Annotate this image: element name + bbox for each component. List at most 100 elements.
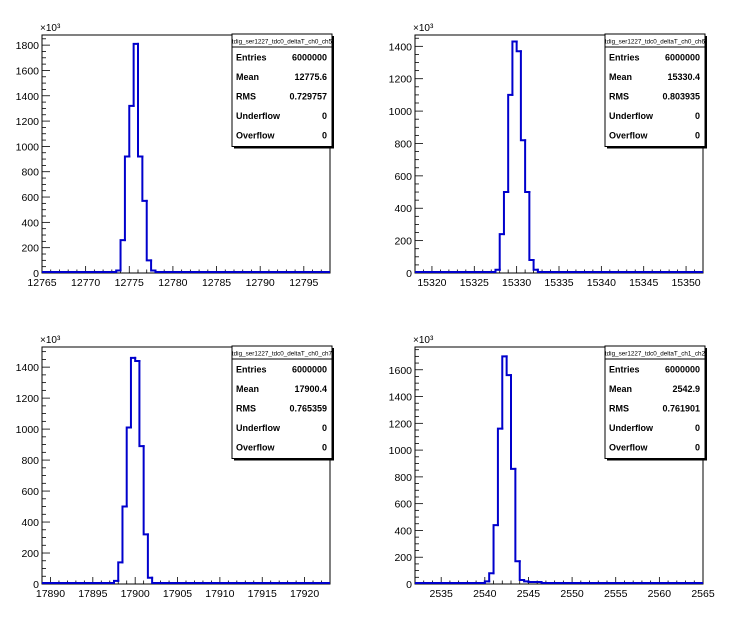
- stats-row-label: Mean: [236, 384, 259, 394]
- y-tick-label: 800: [394, 138, 412, 150]
- histogram-bin: [132, 42, 139, 107]
- x-tick-label: 2560: [648, 588, 672, 600]
- histogram-series: [415, 40, 703, 273]
- stats-row-value: 0: [695, 442, 700, 452]
- y-tick-label: 1200: [389, 74, 413, 86]
- x-tick-label: 15345: [629, 277, 658, 289]
- y-tick-label: 1400: [389, 41, 413, 53]
- histogram-series: [415, 355, 703, 584]
- y-tick-label: 400: [21, 217, 39, 229]
- histogram-bin: [511, 40, 518, 96]
- stats-row-value: 0: [322, 423, 327, 433]
- x-tick-label: 15335: [544, 277, 573, 289]
- x-tick-label: 15320: [417, 277, 446, 289]
- histogram-bin: [528, 191, 535, 262]
- histogram-bin: [507, 93, 514, 194]
- y-tick-label: 200: [21, 243, 39, 255]
- stats-row-label: Underflow: [609, 423, 654, 433]
- y-tick-label: 400: [394, 525, 412, 537]
- histogram-bin: [115, 269, 122, 273]
- histogram-bin: [145, 199, 153, 262]
- x-tick-label: 2540: [473, 588, 497, 600]
- y-tick-label: 400: [394, 203, 412, 215]
- x-tick-label: 12770: [71, 277, 100, 289]
- y-tick-label: 800: [21, 167, 39, 179]
- x-tick-label: 12765: [27, 277, 56, 289]
- stats-row-label: Underflow: [236, 111, 281, 121]
- stats-title: tdig_ser1227_tdc0_deltaT_ch0_ch7: [232, 351, 333, 358]
- stats-row-value: 6000000: [292, 364, 327, 374]
- y-tick-label: 1200: [389, 418, 413, 430]
- histogram-bin: [532, 259, 539, 271]
- y-tick-label: 1000: [389, 445, 413, 457]
- histogram-bin: [518, 560, 526, 581]
- y-tick-label: 600: [21, 486, 39, 498]
- stats-title: tdig_ser1227_tdc0_deltaT_ch1_ch2: [605, 351, 706, 358]
- x-tick-label: 17900: [121, 588, 150, 600]
- histogram-bin: [496, 427, 504, 527]
- x-tick-label: 2535: [430, 588, 454, 600]
- x-tick-label: 2550: [560, 588, 584, 600]
- x-tick-label: 12785: [202, 277, 231, 289]
- stats-row-label: Mean: [609, 384, 632, 394]
- histogram-bin: [117, 561, 124, 582]
- stats-row-value: 0.765359: [289, 403, 327, 413]
- histogram-bin: [515, 40, 522, 53]
- x-tick-label: 2565: [691, 588, 715, 600]
- stats-row-value: 17900.4: [294, 384, 327, 394]
- stats-row-label: RMS: [609, 91, 629, 101]
- histogram-bin: [488, 572, 495, 583]
- y-tick-label: 1400: [16, 362, 40, 374]
- y-exponent-label: ×10³: [40, 23, 61, 34]
- y-tick-label: 200: [21, 548, 39, 560]
- stats-row-label: Overflow: [609, 442, 649, 452]
- y-tick-label: 200: [394, 236, 412, 248]
- x-tick-label: 17915: [248, 588, 277, 600]
- histogram-bin: [137, 42, 144, 158]
- stats-box-frame: [604, 345, 706, 459]
- histogram-baseline: [540, 580, 703, 584]
- stats-row-value: 15330.4: [667, 72, 700, 82]
- y-exponent-label: ×10³: [40, 335, 61, 346]
- y-exponent-label: ×10³: [413, 335, 434, 346]
- stats-row-value: 2542.9: [672, 384, 700, 394]
- histogram-bin: [142, 445, 149, 536]
- histogram-bin: [502, 191, 510, 236]
- stats-box-frame: [604, 33, 706, 147]
- y-tick-label: 1400: [16, 91, 40, 103]
- histogram-bin: [527, 580, 543, 583]
- stats-box-frame: [231, 33, 333, 147]
- y-tick-label: 1600: [16, 65, 40, 77]
- x-tick-label: 17910: [205, 588, 234, 600]
- x-tick-label: 12780: [158, 277, 187, 289]
- histogram-bin: [494, 268, 501, 273]
- x-tick-label: 12775: [115, 277, 144, 289]
- stats-row-label: Overflow: [609, 130, 649, 140]
- histogram-baseline: [154, 269, 330, 273]
- stats-row-label: Overflow: [236, 442, 276, 452]
- stats-row-value: 0.803935: [662, 91, 700, 101]
- y-tick-label: 600: [394, 171, 412, 183]
- x-tick-label: 15350: [671, 277, 700, 289]
- histogram-pad-1: 12765 12770 12775 12780 12785 12790 12795 0 200 4…: [16, 23, 334, 289]
- histogram-bin: [123, 155, 131, 242]
- x-tick-label: 2545: [517, 588, 541, 600]
- y-tick-label: 1000: [16, 141, 40, 153]
- histogram-series: [42, 356, 330, 584]
- y-tick-label: 1800: [16, 40, 40, 52]
- histogram-pad-4: 2535 2540 2545 2550 2555 2560 2565 0 200 400 600 80…: [389, 335, 715, 600]
- histogram-bin: [510, 374, 517, 470]
- stats-row-value: 0: [322, 130, 327, 140]
- y-tick-label: 0: [406, 268, 412, 280]
- y-tick-label: 600: [21, 192, 39, 204]
- histogram-series: [42, 42, 330, 273]
- y-tick-label: 1400: [389, 392, 413, 404]
- histogram-baseline: [536, 268, 703, 273]
- y-tick-label: 1600: [389, 365, 413, 377]
- x-tick-label: 17890: [36, 588, 65, 600]
- stats-row-value: 0: [322, 111, 327, 121]
- x-tick-label: 15325: [460, 277, 489, 289]
- y-tick-label: 0: [33, 268, 39, 280]
- y-tick-label: 800: [21, 455, 39, 467]
